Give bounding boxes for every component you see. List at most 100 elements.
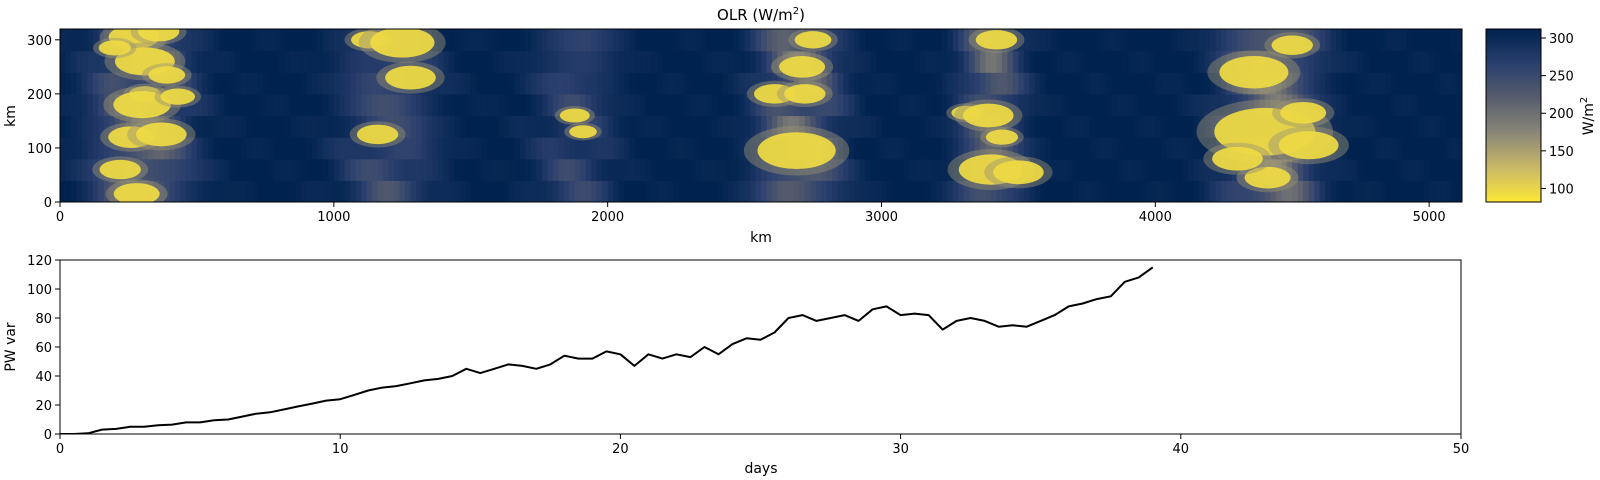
heatmap-cell — [1456, 180, 1462, 202]
heatmap-cell — [1001, 72, 1009, 95]
heatmap-cell — [1127, 29, 1135, 52]
heatmap-cell — [207, 50, 214, 73]
heatmap-cell — [706, 93, 713, 117]
heatmap-cell — [344, 50, 351, 73]
heatmap-cell — [821, 115, 828, 138]
heatmap-cell — [1434, 29, 1441, 52]
heatmap-cell — [1133, 180, 1140, 202]
heatmap-cell — [1314, 115, 1321, 138]
heatmap-cell — [1319, 29, 1326, 52]
heatmap-cell — [251, 72, 258, 95]
heatmap-cell — [574, 158, 581, 181]
heatmap-cell — [1325, 115, 1332, 138]
heatmap-cell — [394, 180, 401, 202]
heatmap-cell — [1401, 158, 1408, 181]
heatmap-cell — [415, 93, 423, 117]
heatmap-cell — [1226, 180, 1233, 202]
heatmap-cell — [377, 72, 384, 95]
heatmap-cell — [804, 115, 811, 138]
heatmap-cell — [711, 158, 718, 181]
heatmap-cell — [936, 50, 943, 73]
heatmap-cell — [1363, 158, 1370, 181]
convective-cell — [753, 84, 796, 104]
heatmap-cell — [70, 72, 78, 95]
heatmap-cell — [1034, 180, 1041, 202]
heatmap-cell — [169, 137, 176, 160]
heatmap-cell — [574, 137, 581, 160]
heatmap-cell — [1423, 93, 1430, 117]
heatmap-cell — [470, 93, 477, 117]
heatmap-cell — [782, 93, 789, 117]
heatmap-cell — [1182, 115, 1189, 138]
heatmap-cell — [602, 137, 609, 160]
heatmap-cell — [1166, 158, 1173, 181]
heatmap-cell — [1133, 137, 1140, 160]
heatmap-cell — [1155, 93, 1162, 117]
heatmap-cell — [114, 72, 121, 95]
heatmap-cell — [782, 180, 789, 202]
heatmap-cell — [525, 72, 532, 95]
heatmap-cell — [262, 158, 269, 181]
heatmap-cell — [1253, 29, 1260, 52]
heatmap-cell — [1067, 180, 1074, 202]
heatmap-cell — [645, 115, 653, 138]
heatmap-cell — [1199, 29, 1206, 52]
heatmap-cell — [1330, 50, 1337, 73]
heatmap-cell — [98, 180, 105, 202]
heatmap-cell — [284, 158, 291, 181]
heatmap-cell — [1374, 180, 1381, 202]
heatmap-cell — [728, 93, 735, 117]
heatmap-cell — [399, 115, 406, 138]
heatmap-cell — [257, 72, 264, 95]
heatmap-cell — [969, 115, 976, 138]
heatmap-cell — [821, 93, 828, 117]
heatmap-cell — [185, 72, 193, 95]
heatmap-cell — [1106, 93, 1113, 117]
heatmap-cell — [930, 180, 937, 202]
heatmap-cell — [175, 93, 182, 117]
heatmap-cell — [1314, 72, 1321, 95]
heatmap-cell — [136, 72, 143, 95]
heatmap-cell — [1089, 93, 1096, 117]
heatmap-cell — [1149, 29, 1156, 52]
heatmap-cell — [1248, 158, 1255, 181]
heatmap-cell — [1138, 180, 1145, 202]
heatmap-cell — [859, 72, 866, 95]
heatmap-cell — [1127, 180, 1135, 202]
heatmap-cell — [640, 72, 647, 95]
heatmap-cell — [383, 137, 390, 160]
heatmap-cell — [257, 180, 264, 202]
heatmap-cell — [1149, 180, 1156, 202]
heatmap-cell — [1204, 137, 1211, 160]
heatmap-cell — [892, 158, 899, 181]
heatmap-cell — [876, 115, 883, 138]
heatmap-cell — [640, 180, 647, 202]
heatmap-cell — [585, 158, 592, 181]
heatmap-cell — [810, 180, 817, 202]
heatmap-cell — [202, 158, 209, 181]
heatmap-cell — [465, 158, 472, 181]
heatmap-cell — [481, 93, 488, 117]
heatmap-cell — [1182, 93, 1189, 117]
heatmap-cell — [963, 29, 970, 52]
heatmap-cell — [706, 72, 713, 95]
heatmap-cell — [1144, 93, 1151, 117]
heatmap-cell — [1193, 115, 1200, 138]
heatmap-cell — [76, 137, 83, 160]
heatmap-cell — [1390, 137, 1397, 160]
heatmap-cell — [1155, 137, 1162, 160]
heatmap-cell — [1292, 180, 1299, 202]
heatmap-cell — [1445, 93, 1452, 117]
heatmap-cell — [777, 50, 784, 73]
heatmap-cell — [815, 93, 822, 117]
heatmap-cell — [1286, 158, 1293, 181]
heatmap-cell — [700, 29, 707, 52]
heatmap-cell — [87, 29, 94, 52]
heatmap-cell — [1182, 72, 1189, 95]
heatmap-cell — [333, 93, 340, 117]
heatmap-cell — [700, 137, 707, 160]
heatmap-cell — [448, 72, 455, 95]
heatmap-cell — [295, 115, 302, 138]
heatmap-cell — [1182, 158, 1189, 181]
heatmap-cell — [1199, 72, 1206, 95]
